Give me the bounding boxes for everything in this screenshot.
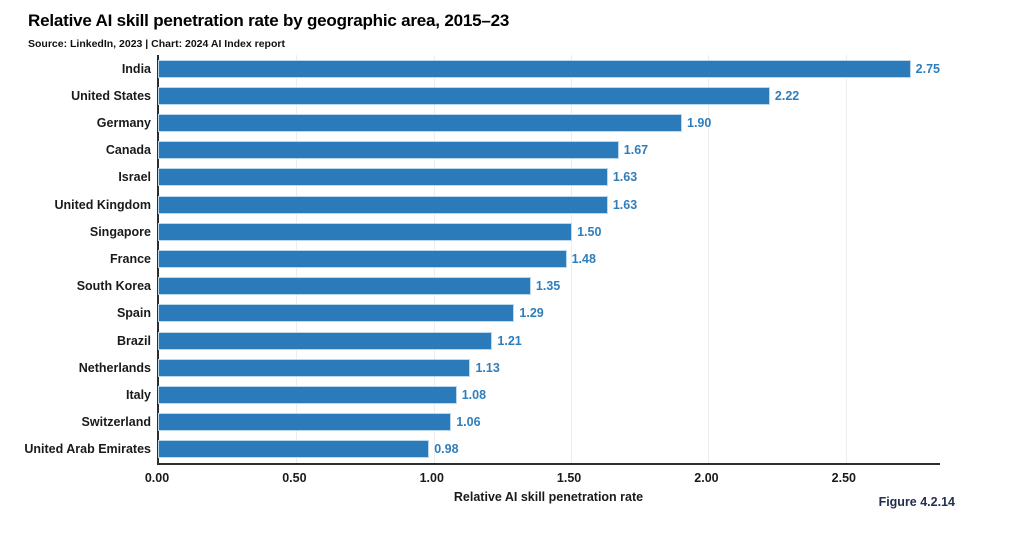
x-axis-label: Relative AI skill penetration rate: [453, 490, 644, 504]
bar-row: Netherlands 1.13: [79, 354, 940, 381]
category-label: South Korea: [76, 279, 151, 294]
value-label: 1.06: [456, 415, 481, 430]
category-label: Spain: [116, 306, 151, 321]
bar-row: Brazil 1.21: [117, 327, 940, 354]
gridline: [708, 55, 710, 463]
x-axis: 0.00 0.50 1.00 1.50 2.00 2.50: [145, 471, 940, 487]
category-label: India: [121, 61, 151, 76]
chart-title: Relative AI skill penetration rate by ge…: [28, 11, 510, 30]
bar: [159, 223, 572, 240]
bar: [159, 387, 456, 404]
bar-row: India 2.75: [122, 55, 940, 82]
x-tick-label: 0.00: [144, 471, 170, 485]
value-label: 2.75: [915, 61, 940, 76]
category-label: Germany: [96, 116, 151, 130]
bar: [159, 60, 910, 77]
category-label: Israel: [118, 170, 151, 185]
bar: [159, 359, 470, 376]
bar: [159, 332, 492, 349]
value-label: 1.50: [577, 224, 602, 239]
x-tick-label: 2.50: [831, 471, 856, 485]
value-label: 1.63: [612, 197, 638, 212]
bar-row: Israel 1.63: [118, 164, 940, 191]
bar-row: United States 2.22: [71, 82, 940, 109]
bar: [159, 196, 607, 213]
category-label: United Arab Emirates: [24, 442, 151, 457]
bar: [159, 441, 429, 458]
bar-row: France 1.48: [110, 245, 940, 272]
x-tick-label: 0.50: [282, 471, 307, 485]
chart-source: Source: LinkedIn, 2023 | Chart: 2024 AI …: [28, 38, 285, 50]
gridline: [571, 55, 573, 463]
value-label: 1.13: [475, 360, 500, 375]
value-label: 1.21: [497, 333, 522, 348]
category-label: United States: [71, 88, 151, 103]
figure-number: Figure 4.2.14: [878, 495, 955, 509]
value-label: 1.08: [461, 388, 487, 403]
value-label: 1.67: [623, 143, 649, 158]
category-label: Canada: [105, 143, 151, 158]
gridline: [845, 55, 847, 463]
value-label: 1.90: [687, 116, 712, 130]
bar-row: Italy 1.08: [126, 381, 940, 408]
bar-row: South Korea 1.35: [77, 273, 940, 300]
x-tick-label: 1.50: [556, 471, 582, 485]
category-label: Italy: [125, 388, 151, 403]
bar: [159, 278, 530, 295]
bar: [159, 142, 618, 159]
bar: [159, 414, 451, 431]
bar-row: Canada 1.67: [106, 137, 940, 164]
bar-row: Germany 1.90: [97, 109, 940, 136]
bar-row: United Kingdom 1.63: [54, 191, 940, 218]
bar: [159, 87, 769, 104]
x-tick-label: 2.00: [694, 471, 719, 485]
bar-row: Singapore 1.50: [90, 218, 940, 245]
bar-row: Switzerland 1.06: [82, 409, 940, 436]
category-label: Switzerland: [81, 415, 151, 430]
category-label: Netherlands: [78, 360, 151, 375]
bar: [159, 251, 566, 268]
value-label: 2.22: [774, 88, 800, 103]
plot-area: India 2.75 United States 2.22 Germany 1.90 Can…: [24, 55, 940, 465]
value-label: 0.98: [434, 442, 459, 457]
value-label: 1.48: [571, 252, 596, 267]
category-label: Brazil: [116, 333, 151, 348]
value-label: 1.29: [519, 306, 544, 321]
bar-row: United Arab Emirates 0.98: [24, 436, 940, 463]
bar: [159, 305, 514, 322]
category-label: Singapore: [89, 224, 151, 239]
category-label: France: [110, 252, 151, 267]
bar-rows: India 2.75 United States 2.22 Germany 1.90 Can…: [24, 55, 940, 463]
x-tick-label: 1.00: [419, 471, 444, 485]
bar: [159, 115, 681, 131]
bar-row: Spain 1.29: [117, 300, 940, 327]
bar: [159, 169, 607, 186]
value-label: 1.35: [535, 279, 561, 294]
category-label: United Kingdom: [54, 197, 151, 212]
value-label: 1.63: [612, 170, 638, 185]
